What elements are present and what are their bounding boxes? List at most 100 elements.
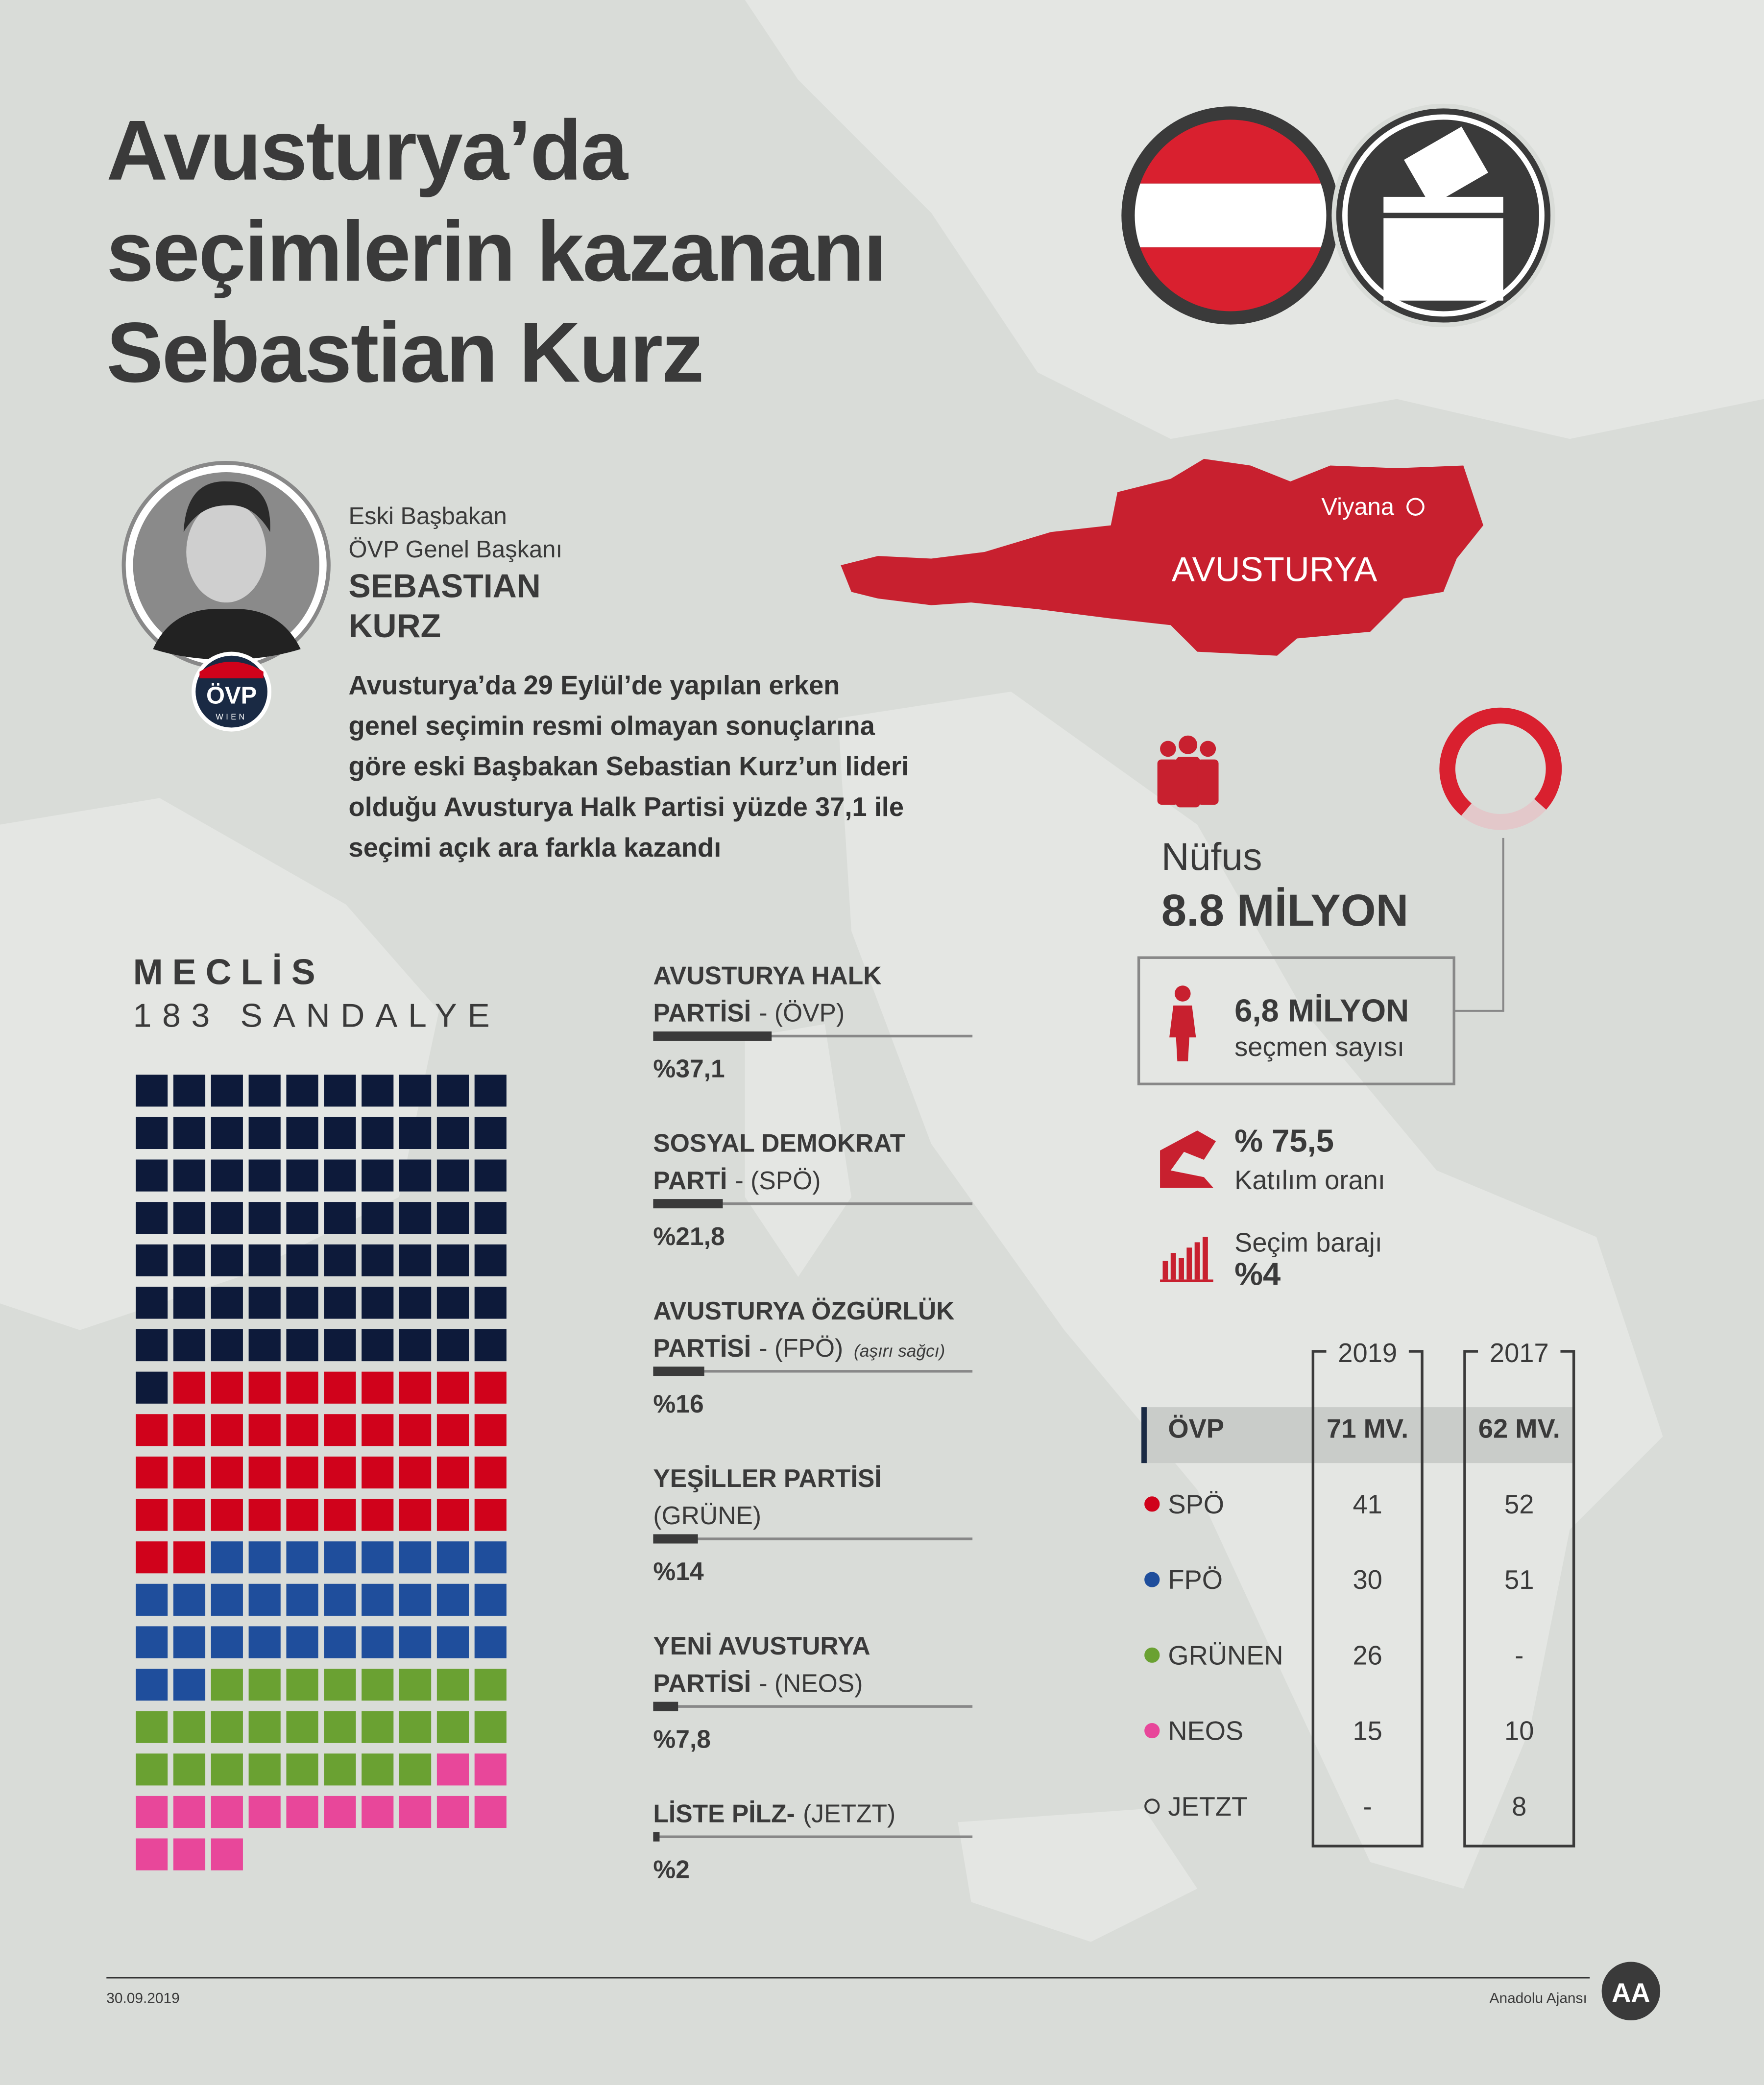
seat [211, 1669, 243, 1701]
seat [173, 1583, 206, 1616]
seat [248, 1541, 281, 1574]
bar [653, 1702, 678, 1711]
party-name-bold: YEŞİLLER PARTİSİ [653, 1464, 881, 1492]
seat [286, 1456, 318, 1489]
seat [324, 1753, 356, 1786]
seat [211, 1159, 243, 1192]
summary-line: göre eski Başbakan Sebastian Kurz’un lid… [349, 751, 909, 781]
seat [362, 1244, 394, 1276]
seat [474, 1202, 507, 1234]
seat [173, 1159, 206, 1192]
seat [173, 1329, 206, 1362]
seat [436, 1456, 469, 1489]
seat [173, 1371, 206, 1404]
seat [399, 1796, 432, 1828]
seat [474, 1583, 507, 1616]
seat [286, 1075, 318, 1107]
seat [136, 1414, 168, 1446]
seat [399, 1244, 432, 1276]
seat [173, 1796, 206, 1828]
party: SPÖ [1168, 1489, 1224, 1519]
bar [653, 1534, 698, 1544]
badge-subtext: WIEN [216, 713, 247, 721]
seat [136, 1287, 168, 1319]
seat [324, 1371, 356, 1404]
seat-count: 62 MV. [1478, 1414, 1560, 1444]
seat [436, 1287, 469, 1319]
share-label: %7,8 [653, 1725, 711, 1753]
seat [436, 1329, 469, 1362]
seat-count: - [1515, 1640, 1523, 1670]
ballot-icon [1331, 103, 1555, 328]
logo [1601, 1962, 1661, 2021]
portrait [121, 460, 331, 670]
seat [248, 1371, 281, 1404]
seat [136, 1075, 168, 1107]
seat [286, 1371, 318, 1404]
seat [436, 1499, 469, 1531]
seat [136, 1202, 168, 1234]
summary: Avusturya’da 29 Eylül’de yapılan erken ge… [349, 671, 909, 863]
party-name-bold: PARTİSİ [653, 1669, 751, 1697]
party-badge: ÖVP WIEN [192, 651, 272, 732]
seat [248, 1753, 281, 1786]
seat [474, 1796, 507, 1828]
seat-count: 51 [1504, 1565, 1534, 1595]
seat [436, 1541, 469, 1574]
seat [248, 1202, 281, 1234]
seat [436, 1371, 469, 1404]
seat [211, 1499, 243, 1531]
seat [474, 1414, 507, 1446]
seat [399, 1414, 432, 1446]
seat [362, 1753, 394, 1786]
seat [136, 1456, 168, 1489]
seat [474, 1244, 507, 1276]
seat-count: 8 [1512, 1792, 1526, 1821]
seat [436, 1711, 469, 1743]
seat [286, 1583, 318, 1616]
party-note: (aşırı sağcı) [854, 1342, 945, 1361]
seat [399, 1753, 432, 1786]
seat [211, 1626, 243, 1658]
party-name-bold: PARTİSİ [653, 1334, 751, 1362]
voters-box [1137, 956, 1455, 1085]
seat [324, 1583, 356, 1616]
party-name-bold: YENİ AVUSTURYA [653, 1631, 870, 1660]
seat [136, 1329, 168, 1362]
seat [286, 1414, 318, 1446]
seat [362, 1202, 394, 1234]
seat [173, 1287, 206, 1319]
seat [399, 1202, 432, 1234]
seat [173, 1456, 206, 1489]
badge-text: ÖVP [206, 683, 257, 709]
results: AVUSTURYA HALK PARTİSİ - (ÖVP) %37,1 SOSYAL … [653, 961, 973, 1883]
seat [436, 1583, 469, 1616]
seat [136, 1117, 168, 1150]
party-abbr: (GRÜNE) [653, 1501, 761, 1530]
seat [211, 1329, 243, 1362]
seat [286, 1244, 318, 1276]
logo-text: AA [1612, 1978, 1650, 2008]
seat [248, 1499, 281, 1531]
seat [248, 1244, 281, 1276]
turnout-label: Katılım oranı [1234, 1165, 1385, 1195]
seat [474, 1753, 507, 1786]
seat [211, 1117, 243, 1150]
seat [248, 1159, 281, 1192]
seat [248, 1583, 281, 1616]
bar [653, 1366, 704, 1376]
seat [399, 1669, 432, 1701]
seat [211, 1711, 243, 1743]
share-label: %37,1 [653, 1054, 725, 1083]
seat [436, 1626, 469, 1658]
seat [362, 1669, 394, 1701]
seat [211, 1796, 243, 1828]
seat [474, 1456, 507, 1489]
seat [286, 1711, 318, 1743]
seat [173, 1711, 206, 1743]
donut-arc [1439, 707, 1562, 830]
seat [474, 1159, 507, 1192]
voter-icon [1169, 985, 1196, 1062]
seat [474, 1371, 507, 1404]
turnout-value: % 75,5 [1234, 1123, 1334, 1159]
